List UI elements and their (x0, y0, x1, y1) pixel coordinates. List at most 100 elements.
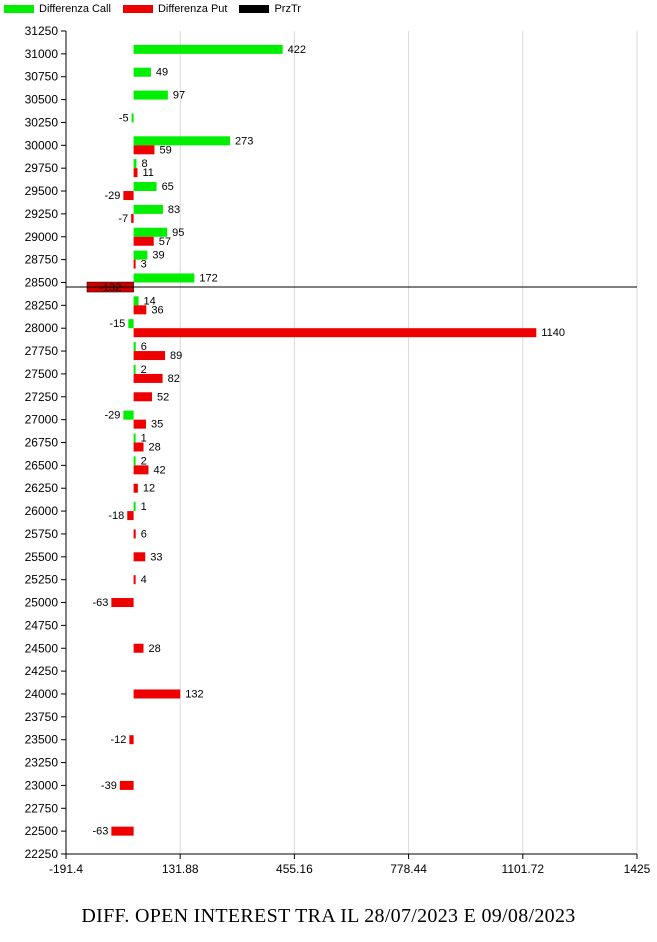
call-bar-label: 172 (199, 272, 217, 284)
y-tick-label: 22750 (25, 801, 59, 815)
put-bar (133, 392, 152, 402)
y-tick-label: 24750 (25, 618, 59, 632)
call-bar-label: 1 (141, 433, 147, 445)
call-bar (133, 273, 195, 283)
put-bar (133, 575, 136, 585)
put-bar-label: 59 (159, 144, 171, 156)
price-line-layer: -132 (66, 281, 637, 294)
put-bar-label: 4 (141, 574, 147, 586)
put-bar-label: -39 (101, 780, 117, 792)
y-tick-label: 30000 (25, 138, 59, 152)
x-tick-label: -191.4 (49, 862, 83, 876)
call-bar-label: 1 (141, 501, 147, 513)
put-bar (133, 442, 144, 452)
legend-label-prztr: PrzTr (274, 3, 301, 15)
put-bar-label: 132 (185, 688, 203, 700)
call-bar (133, 342, 136, 352)
call-bar-label: 95 (172, 227, 184, 239)
y-tick-label: 24250 (25, 664, 59, 678)
legend-label-put: Differenza Put (157, 3, 228, 15)
put-bar-label: 52 (157, 391, 169, 403)
y-tick-label: 29250 (25, 207, 59, 221)
call-bar (133, 502, 136, 512)
oi-difference-chart: -191.4 131.88 455.16 778.44 1101.72 142531250… (25, 24, 651, 876)
call-bar-label: 8 (141, 158, 147, 170)
y-tick-label: 27500 (25, 367, 59, 381)
call-bar-label: 2 (141, 455, 147, 467)
call-bar (133, 90, 168, 100)
bars (111, 44, 537, 836)
put-bar (111, 598, 134, 608)
call-bar (133, 433, 136, 443)
put-bar-label: 42 (153, 464, 165, 476)
put-bar (133, 419, 146, 429)
put-bar (119, 780, 134, 790)
put-bar-label: -63 (92, 826, 108, 838)
call-bar-label: 83 (168, 204, 180, 216)
put-bar-label: 82 (168, 373, 180, 385)
put-bar-label: 33 (150, 551, 162, 563)
call-bar (133, 296, 139, 306)
call-bar-label: 273 (235, 135, 253, 147)
y-tick-label: 23500 (25, 733, 59, 747)
call-bar (133, 364, 136, 374)
call-bar (133, 159, 137, 169)
y-tick-label: 28500 (25, 275, 59, 289)
call-bar-label: 2 (141, 364, 147, 376)
y-tick-label: 22250 (25, 847, 59, 861)
call-bar (133, 136, 231, 146)
legend-swatch-call (4, 5, 34, 13)
put-bar (133, 259, 136, 269)
y-tick-label: 30500 (25, 93, 59, 107)
put-bar (129, 735, 134, 745)
call-bar (128, 319, 134, 329)
put-bar (133, 465, 149, 475)
call-bar-label: -29 (104, 410, 120, 422)
put-bar (123, 191, 134, 201)
y-tick-label: 27000 (25, 413, 59, 427)
call-bar-label: 65 (162, 181, 174, 193)
call-bar-label: 97 (173, 90, 185, 102)
y-tick-label: 25000 (25, 596, 59, 610)
put-bar-label: 12 (143, 483, 155, 495)
y-tick-label: 30750 (25, 70, 59, 84)
y-tick-label: 25500 (25, 550, 59, 564)
y-tick-label: 26250 (25, 481, 59, 495)
call-bar-label: 49 (156, 67, 168, 79)
put-bar-label: 28 (149, 643, 161, 655)
y-tick-label: 28000 (25, 321, 59, 335)
put-bar-label: 57 (159, 236, 171, 248)
call-bar (133, 182, 157, 192)
y-tick-label: 26000 (25, 504, 59, 518)
y-tick-label: 29000 (25, 230, 59, 244)
y-tick-label: 25750 (25, 527, 59, 541)
legend-swatch-prztr (239, 5, 270, 13)
x-tick-label: 1425 (624, 862, 651, 876)
put-bar-label: -63 (92, 597, 108, 609)
put-bar (133, 236, 154, 246)
put-bar (131, 213, 134, 223)
put-bar (133, 328, 537, 338)
call-bar (133, 67, 151, 77)
y-tick-label: 28250 (25, 298, 59, 312)
y-tick-label: 23000 (25, 778, 59, 792)
legend-item-put: Differenza Put (122, 3, 228, 15)
legend-item-call: Differenza Call (4, 3, 111, 15)
x-tick-label: 778.44 (390, 862, 427, 876)
call-bar-label: -15 (109, 318, 125, 330)
y-tick-label: 27750 (25, 344, 59, 358)
put-bar (133, 643, 144, 653)
y-tick-label: 22500 (25, 824, 59, 838)
y-tick-label: 24500 (25, 641, 59, 655)
put-bar-label: -18 (108, 510, 124, 522)
call-bar-label: 39 (152, 250, 164, 262)
put-bar-label: 36 (151, 304, 163, 316)
y-tick-label: 31000 (25, 47, 59, 61)
call-bar (123, 410, 134, 420)
y-tick-label: 27250 (25, 390, 59, 404)
y-tick-label: 26500 (25, 458, 59, 472)
chart-title: DIFF. OPEN INTEREST TRA IL 28/07/2023 E … (81, 905, 576, 927)
put-bar (133, 351, 166, 361)
y-tick-label: 31250 (25, 24, 59, 38)
y-tick-label: 25250 (25, 573, 59, 587)
